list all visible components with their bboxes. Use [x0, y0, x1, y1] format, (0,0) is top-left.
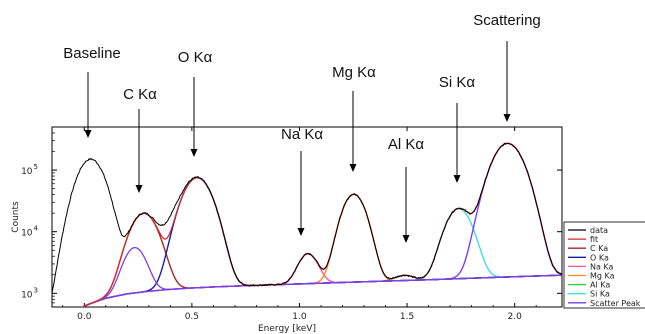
- annotation-arrow-head: [349, 164, 357, 172]
- legend-entry: Al Ka: [590, 281, 610, 290]
- component-c-ka: [81, 212, 562, 307]
- x-tick-label: 1.5: [400, 312, 414, 322]
- annotation-label: Na Kα: [281, 126, 323, 143]
- x-tick-label: 0.5: [185, 312, 199, 322]
- plot-curves: [52, 142, 562, 307]
- annotation-label: Mg Kα: [332, 64, 376, 81]
- x-axis-label: Energy [keV]: [258, 324, 316, 334]
- annotation-arrow-head: [297, 228, 305, 236]
- y-axis-label: Counts: [11, 201, 21, 233]
- annotation-arrow-head: [135, 185, 143, 193]
- component-mg-ka: [81, 193, 562, 307]
- x-tick-label: 1.0: [292, 312, 307, 322]
- annotation-arrow-head: [190, 149, 198, 157]
- annotation-label: O Kα: [178, 49, 213, 66]
- legend-entry: Na Ka: [590, 262, 614, 271]
- legend-entry: O Ka: [590, 253, 609, 262]
- component-al-ka: [81, 274, 562, 307]
- fit-curve: [81, 142, 562, 307]
- annotation-arrow-head: [503, 114, 511, 122]
- legend-entry: data: [590, 226, 608, 235]
- component-c-subpeak: [81, 246, 562, 307]
- legend-entry: Scatter Peak: [590, 299, 641, 308]
- legend-entry: C Ka: [590, 244, 608, 253]
- plot-axes: 0.0 0.5 1.0 1.5 2.0 103 104 105 Energy [keV] Coun…: [11, 126, 563, 334]
- legend-entry: Si Ka: [590, 290, 610, 299]
- x-tick-label: 2.0: [507, 312, 522, 322]
- annotation-label: Al Kα: [388, 136, 425, 153]
- legend-box: [563, 221, 645, 309]
- y-tick-label: 103: [21, 286, 38, 300]
- annotation-arrow-head: [453, 175, 461, 183]
- annotation-label: Si Kα: [439, 74, 476, 91]
- legend-entry: fit: [590, 235, 598, 244]
- component-na-ka: [81, 253, 562, 307]
- plot-frame: [51, 126, 563, 308]
- component-si-ka: [81, 207, 562, 307]
- data-curve: [52, 142, 562, 294]
- annotation-label: C Kα: [123, 86, 157, 103]
- annotation-arrow-head: [402, 235, 410, 243]
- y-tick-label: 105: [21, 163, 38, 177]
- y-tick-label: 104: [21, 225, 38, 239]
- legend-entry: Mg Ka: [590, 272, 615, 281]
- annotation-label: Baseline: [63, 45, 121, 62]
- annotations: Baseline C Kα O Kα Na Kα Mg Kα Al Kα Si Kα Scat…: [63, 12, 541, 243]
- annotation-label: Scattering: [473, 12, 541, 29]
- x-tick-label: 0.0: [77, 312, 92, 322]
- annotation-arrow-head: [84, 130, 92, 138]
